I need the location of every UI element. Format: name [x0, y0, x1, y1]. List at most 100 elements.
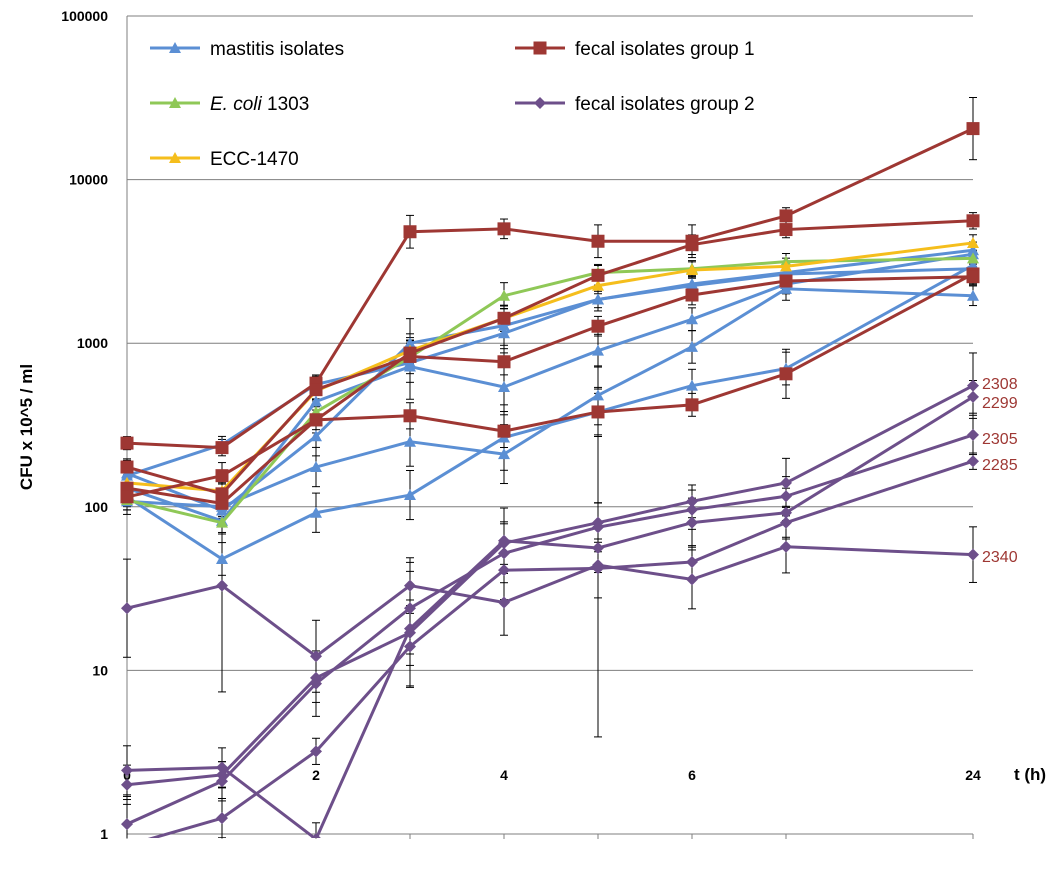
data-point [215, 469, 229, 483]
series-line [147, 459, 974, 838]
data-point [533, 41, 547, 55]
data-point [403, 225, 417, 239]
data-point [686, 495, 698, 508]
data-point [967, 289, 979, 301]
data-point [686, 340, 698, 352]
y-tick-label: 100 [85, 499, 109, 515]
series-end-label: 2340 [982, 549, 1018, 566]
series-end-label: 2308 [982, 376, 1018, 393]
data-point [497, 424, 511, 438]
data-point [591, 319, 605, 333]
y-tick-label: 10 [92, 662, 108, 678]
data-point [404, 435, 416, 447]
data-point [404, 622, 416, 635]
data-point [497, 355, 511, 369]
data-point [967, 379, 979, 392]
data-point [215, 487, 229, 501]
series-line [126, 127, 974, 450]
series-fecal1 [120, 122, 980, 455]
data-point [967, 455, 979, 468]
legend-label-italic: E. coli [210, 94, 263, 115]
data-point [685, 398, 699, 412]
data-point [169, 97, 181, 108]
data-point [780, 540, 792, 553]
data-point [216, 516, 228, 528]
series-ecc [121, 236, 979, 496]
data-point [967, 252, 979, 264]
series-end-labels: 2308 2299 2305 2285 2340 [982, 376, 1018, 566]
series-layer [120, 97, 980, 838]
data-point [967, 259, 979, 271]
data-point [310, 395, 322, 407]
legend-label-text: fecal isolates group 1 [575, 39, 755, 60]
y-tick-label: 100000 [61, 8, 108, 24]
series-line [126, 252, 974, 523]
data-point [497, 222, 511, 236]
x-tick-label: 24 [965, 767, 981, 783]
data-point [309, 383, 323, 397]
series-line [126, 395, 974, 838]
data-point [686, 278, 698, 290]
data-point [966, 214, 980, 228]
data-point [685, 288, 699, 302]
y-tick-labels: 1 10 100 1000 10000 100000 [61, 8, 108, 842]
data-point [216, 775, 228, 788]
data-point [498, 534, 510, 547]
x-tick-label: 6 [688, 767, 696, 783]
series-line [126, 272, 974, 499]
legend-label: E. coli 1303 [210, 94, 309, 115]
legend-item-ecoli: E. coli 1303 [150, 94, 309, 115]
data-point [686, 573, 698, 586]
data-point [498, 289, 510, 301]
data-point [404, 602, 416, 615]
data-point [309, 413, 323, 427]
data-point [120, 436, 134, 450]
data-point [120, 490, 134, 504]
y-tick-label: 1 [100, 826, 108, 842]
data-point [310, 650, 322, 663]
data-point [779, 274, 793, 288]
data-point [169, 152, 181, 163]
data-point [592, 389, 604, 401]
y-tick-label: 10000 [69, 172, 108, 188]
data-point [120, 460, 134, 474]
data-point [404, 489, 416, 501]
data-point [404, 360, 416, 372]
series-line [126, 275, 974, 496]
series-end-label: 2299 [982, 395, 1018, 412]
legend-label: mastitis isolates [210, 39, 344, 60]
data-point [310, 506, 322, 518]
series-fecal2-2299 [121, 390, 979, 838]
data-point [121, 469, 133, 481]
data-point [498, 380, 510, 392]
data-point [404, 579, 416, 592]
legend: mastitis isolates E. coli 1303 ECC-1470 fec… [150, 39, 755, 170]
data-point [498, 596, 510, 609]
data-point [780, 516, 792, 529]
data-point [592, 521, 604, 534]
y-tick-label: 1000 [77, 335, 108, 351]
legend-label-text: 1303 [262, 94, 310, 115]
data-point [215, 441, 229, 455]
series-mastitis [121, 259, 979, 564]
data-point [310, 745, 322, 758]
data-point [685, 238, 699, 252]
data-point [310, 430, 322, 442]
data-point [686, 516, 698, 529]
data-point [967, 390, 979, 403]
data-point [216, 552, 228, 564]
data-point [497, 311, 511, 325]
data-point [592, 293, 604, 305]
data-point [311, 833, 321, 838]
data-point [779, 223, 793, 237]
data-point [592, 559, 604, 572]
legend-label-text: fecal isolates group 2 [575, 94, 755, 115]
data-point [966, 270, 980, 284]
data-point [121, 764, 133, 777]
series-end-label: 2285 [982, 457, 1018, 474]
data-point [592, 344, 604, 356]
data-point [404, 337, 416, 349]
legend-item-fecal2: fecal isolates group 2 [515, 94, 755, 115]
data-point [966, 122, 980, 136]
